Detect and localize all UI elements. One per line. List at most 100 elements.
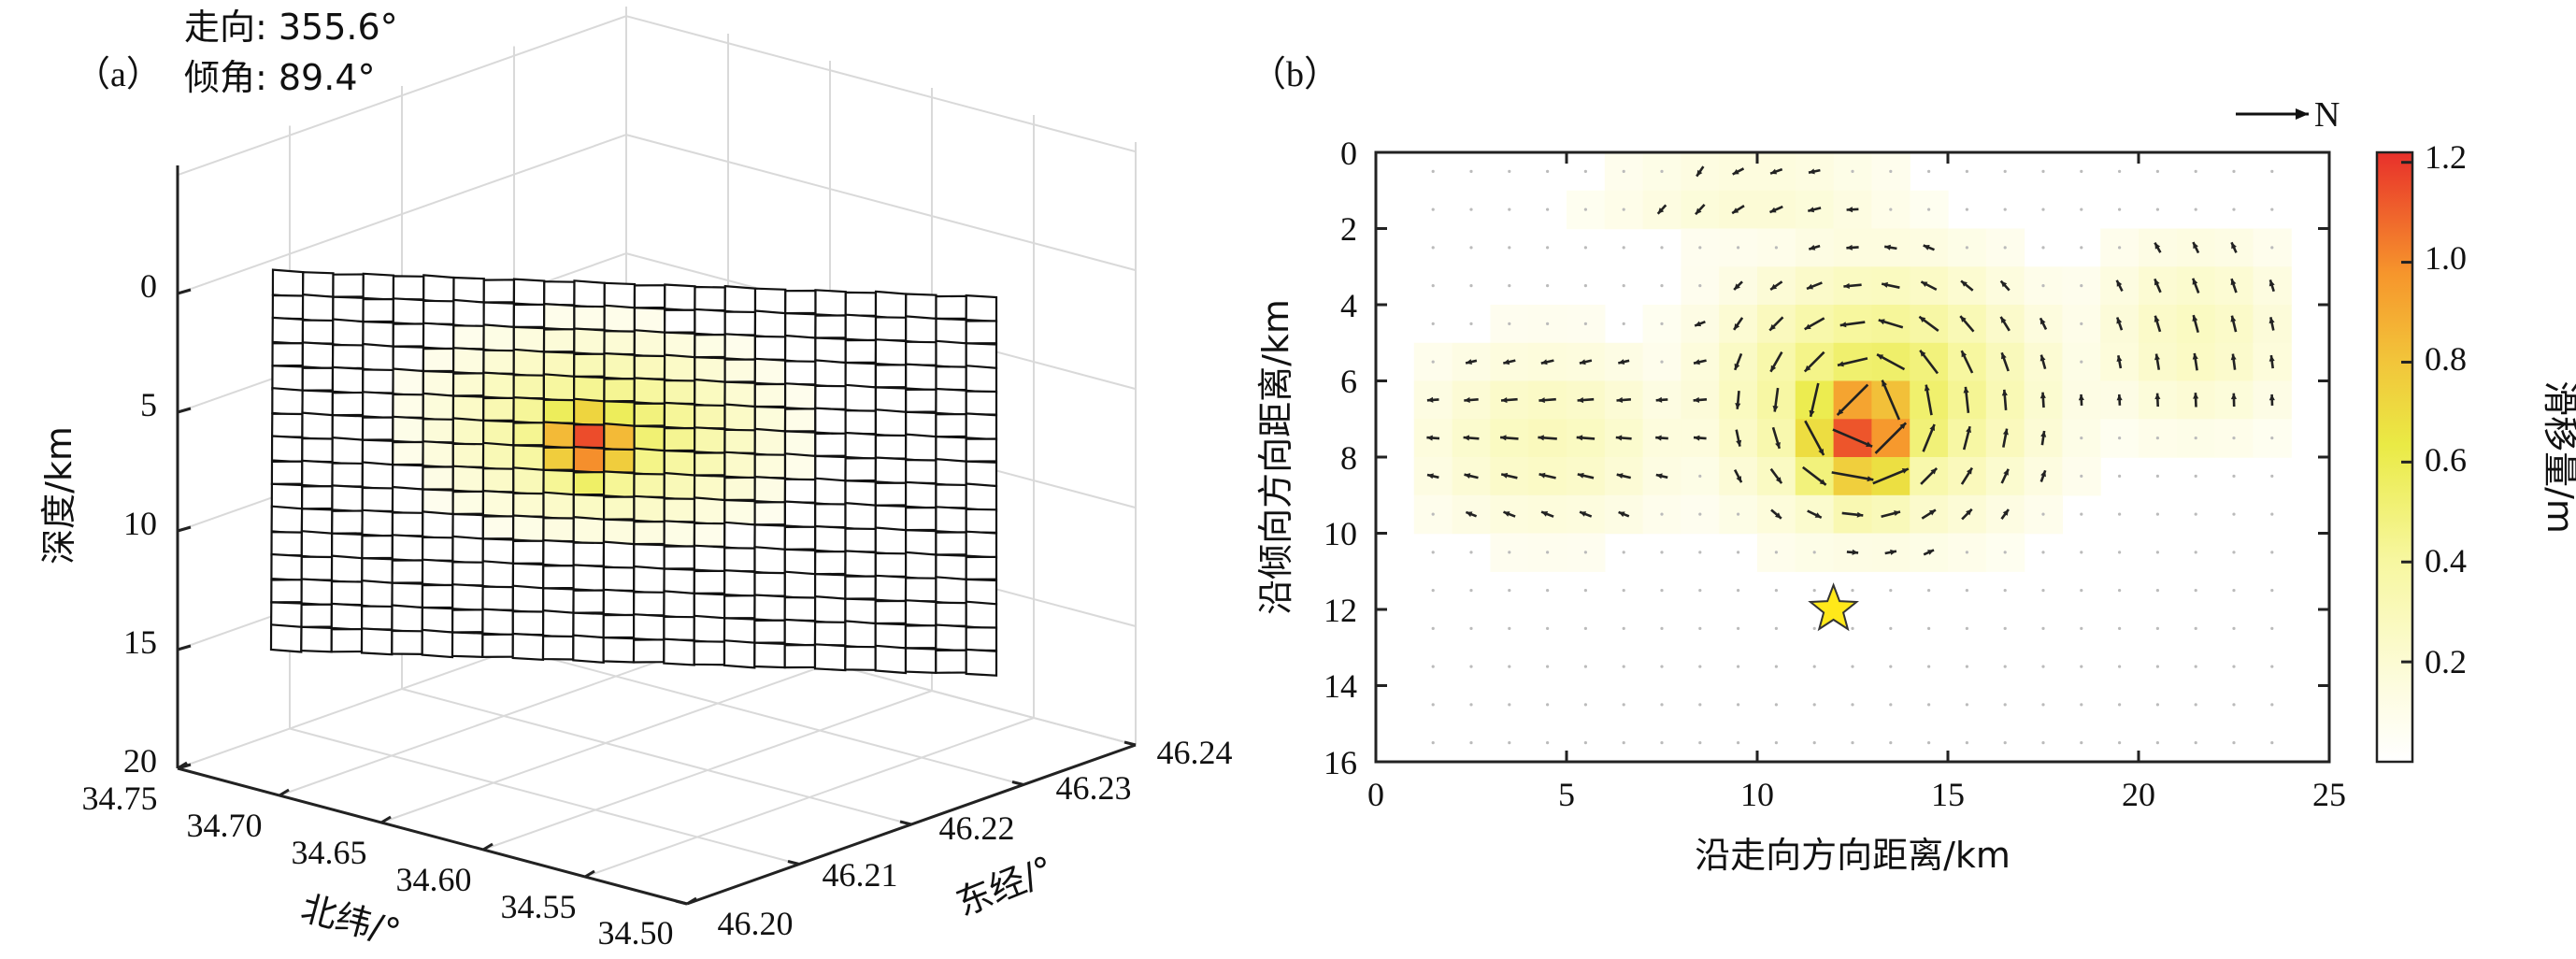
fault-cell xyxy=(451,631,484,659)
slip-vector-head xyxy=(1923,245,1930,250)
north-arrow-head xyxy=(2296,108,2309,120)
fault-cell xyxy=(361,579,394,609)
fault-cell xyxy=(935,531,967,556)
fault-cell xyxy=(784,311,817,339)
fault-cell xyxy=(723,451,756,480)
grid-dot xyxy=(1431,703,1435,707)
fault-cell xyxy=(633,329,666,359)
fault-cell xyxy=(965,412,998,441)
fault-cell xyxy=(935,436,967,463)
slip-vector-head xyxy=(2116,394,2123,401)
grid-dot xyxy=(2041,208,2045,211)
fault-cell xyxy=(603,329,637,356)
slip-vector-head xyxy=(1540,359,1548,365)
grid-dot xyxy=(1546,741,1550,745)
grid-dot xyxy=(2041,741,2045,745)
fault-cell xyxy=(511,609,545,637)
x-tick-0: 0 xyxy=(1367,776,1384,813)
fault-cell xyxy=(361,416,394,441)
fault-cell xyxy=(663,615,695,641)
fault-cell xyxy=(633,565,665,595)
fault-cell xyxy=(301,271,335,298)
grid-dot xyxy=(2155,208,2159,211)
slip-vector xyxy=(1832,428,1873,448)
fault-cell xyxy=(813,621,847,647)
fault-cell xyxy=(360,605,394,631)
grid-dot xyxy=(1812,626,1816,631)
grid-dot xyxy=(1622,665,1625,668)
fault-cell xyxy=(451,465,485,494)
fault-cell xyxy=(753,475,787,505)
fault-cell xyxy=(572,515,606,546)
grid-dot xyxy=(2080,474,2083,478)
fault-cell xyxy=(542,587,575,614)
slip-vector-head xyxy=(1464,473,1471,479)
fault-cell xyxy=(935,601,967,627)
depth-tick-5: 5 xyxy=(140,386,157,423)
grid-dot xyxy=(1622,741,1625,745)
grid-dot xyxy=(2232,437,2236,440)
fault-cell xyxy=(391,559,424,584)
fault-cell xyxy=(935,649,967,674)
slip-vector-head xyxy=(1541,511,1549,517)
fault-cell xyxy=(874,622,908,650)
lat-tick-34.60: 34.60 xyxy=(396,861,472,898)
slip-vector-head xyxy=(1809,168,1815,175)
fault-cell xyxy=(633,472,665,499)
fault-cell xyxy=(693,614,726,645)
fault-cell xyxy=(603,351,636,380)
grid-dot xyxy=(1889,741,1893,745)
fault-cell xyxy=(603,304,637,335)
fault-cell xyxy=(603,400,636,427)
panel-b-label: （b） xyxy=(1251,55,1339,94)
grid-dot xyxy=(2080,284,2083,288)
grid-dot xyxy=(2270,512,2274,516)
slip-vector-head xyxy=(1775,477,1782,484)
grid-dot xyxy=(1812,665,1816,668)
slip-vector-head xyxy=(1961,280,1968,287)
grid-dot xyxy=(1431,589,1435,593)
fault-cell xyxy=(844,550,877,579)
y-tick-8: 8 xyxy=(1340,439,1357,477)
slip-vectors xyxy=(1426,165,2275,556)
grid-dot xyxy=(1431,246,1435,250)
fault-cell xyxy=(905,363,937,392)
fault-cell xyxy=(844,361,878,389)
fault-cell xyxy=(422,322,455,351)
slip-vector-head xyxy=(1736,476,1742,483)
fault-cell xyxy=(783,618,817,647)
slip-vector-head xyxy=(1901,468,1909,474)
fault-cell xyxy=(330,580,364,607)
fault-cell xyxy=(301,341,335,370)
fault-cell xyxy=(361,391,394,420)
fault-cell xyxy=(572,397,606,428)
grid-dot xyxy=(1469,284,1473,288)
grid-dot xyxy=(1508,208,1511,211)
fault-cell xyxy=(392,415,424,444)
slip-vector-head xyxy=(1856,511,1864,518)
grid-dot xyxy=(2232,589,2236,593)
slip-vector-head xyxy=(1930,467,1938,475)
lat-tick-34.75: 34.75 xyxy=(82,780,158,817)
lat-tick-mark xyxy=(686,896,697,906)
fault-cell xyxy=(603,422,636,452)
panel-b-slip-map: （b） N 0 2 4 6 8 10 12 14 16 沿倾向方向距离/km 0… xyxy=(1251,55,2576,876)
fault-cell xyxy=(481,560,515,590)
fault-cell xyxy=(844,620,877,650)
fault-cell xyxy=(723,476,756,502)
fault-cell xyxy=(542,421,576,450)
fault-cell xyxy=(663,567,696,595)
grid-dot xyxy=(1965,551,1968,554)
lon-tick-mark xyxy=(899,820,912,826)
fault-cell xyxy=(300,578,334,607)
grid-dot xyxy=(1622,703,1625,707)
slip-vector-head xyxy=(1929,424,1935,431)
grid-dot xyxy=(1851,626,1854,631)
fault-cell xyxy=(603,377,636,403)
fault-cell xyxy=(965,293,998,323)
fault-cell xyxy=(633,284,666,309)
slip-vector-head xyxy=(2230,353,2237,361)
slip-vector-head xyxy=(1538,397,1545,404)
grid-dot xyxy=(1851,589,1854,593)
floor-grid-lon xyxy=(401,688,912,825)
